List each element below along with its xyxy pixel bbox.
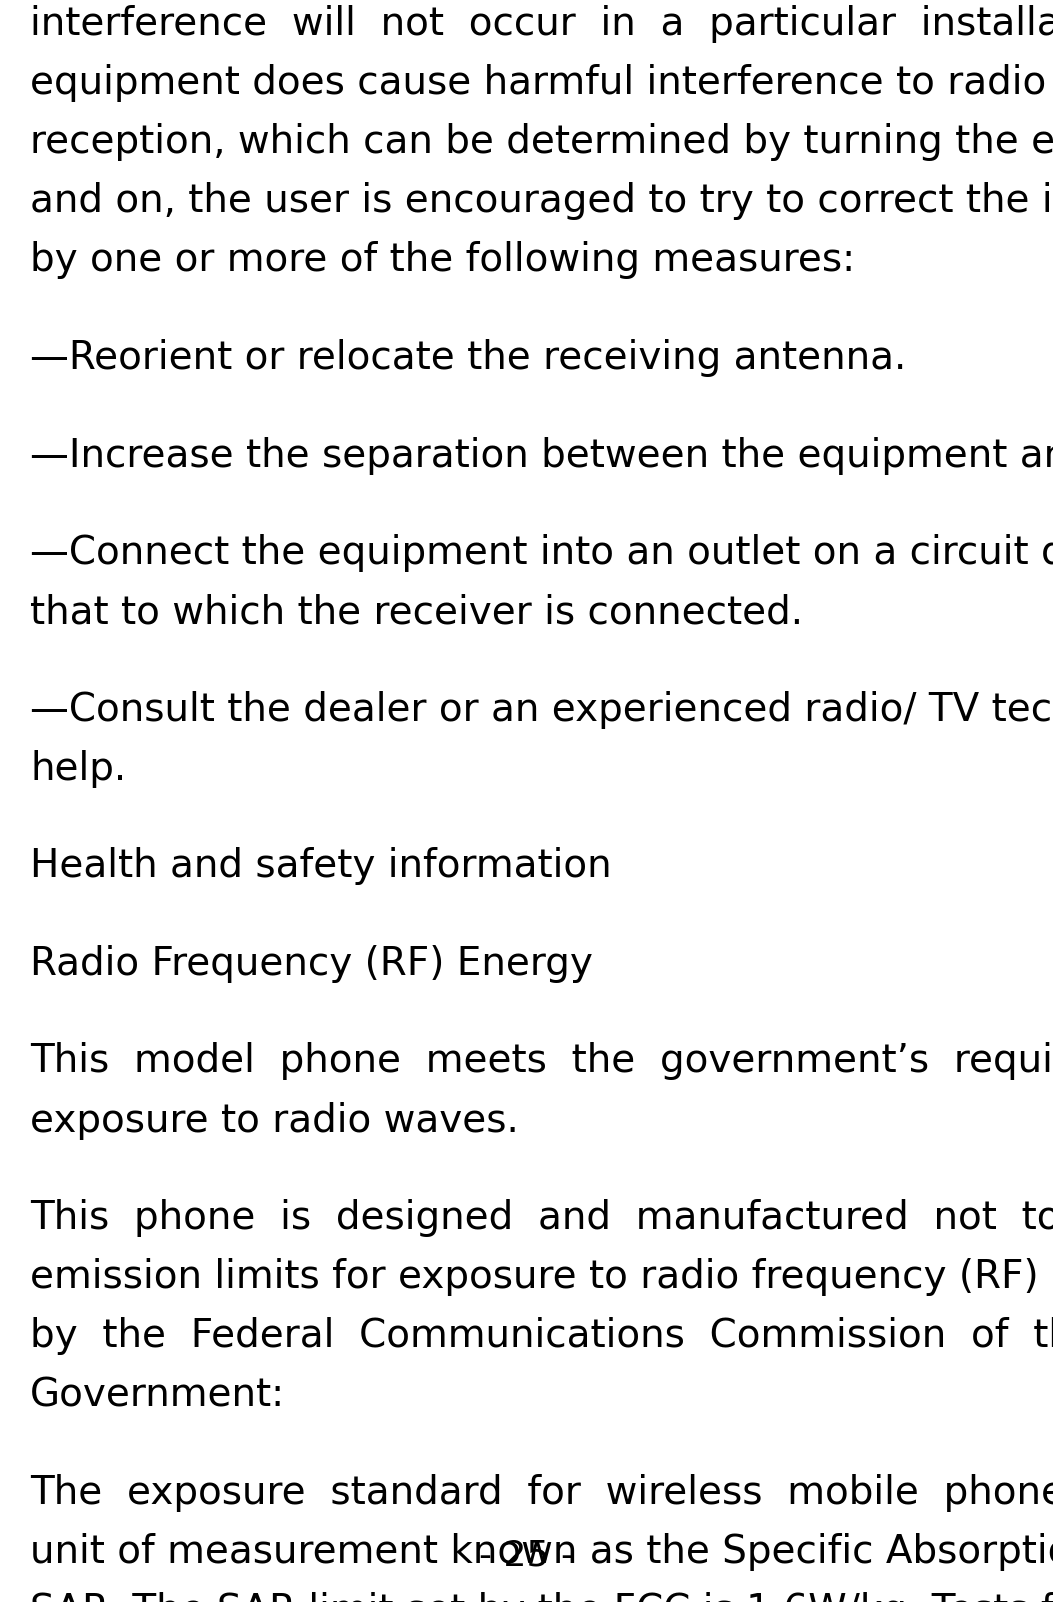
Text: reception, which can be determined by turning the equipment off: reception, which can be determined by tu… bbox=[29, 123, 1053, 162]
Text: interference  will  not  occur  in  a  particular  installation.  If  this: interference will not occur in a particu… bbox=[29, 5, 1053, 43]
Text: —Connect the equipment into an outlet on a circuit different from: —Connect the equipment into an outlet on… bbox=[29, 533, 1053, 572]
Text: Government:: Government: bbox=[29, 1376, 285, 1415]
Text: exposure to radio waves.: exposure to radio waves. bbox=[29, 1102, 519, 1139]
Text: equipment does cause harmful interference to radio or television: equipment does cause harmful interferenc… bbox=[29, 64, 1053, 103]
Text: and on, the user is encouraged to try to correct the interference: and on, the user is encouraged to try to… bbox=[29, 183, 1053, 221]
Text: Radio Frequency (RF) Energy: Radio Frequency (RF) Energy bbox=[29, 945, 593, 984]
Text: This  phone  is  designed  and  manufactured  not  to  exceed  the: This phone is designed and manufactured … bbox=[29, 1198, 1053, 1237]
Text: help.: help. bbox=[29, 750, 126, 788]
Text: This  model  phone  meets  the  government’s  requirements  for: This model phone meets the government’s … bbox=[29, 1043, 1053, 1080]
Text: by one or more of the following measures:: by one or more of the following measures… bbox=[29, 242, 855, 279]
Text: Health and safety information: Health and safety information bbox=[29, 847, 612, 886]
Text: —Consult the dealer or an experienced radio/ TV technician for: —Consult the dealer or an experienced ra… bbox=[29, 690, 1053, 729]
Text: by  the  Federal  Communications  Commission  of  the  U.S.: by the Federal Communications Commission… bbox=[29, 1317, 1053, 1355]
Text: The  exposure  standard  for  wireless  mobile  phones  employs  a: The exposure standard for wireless mobil… bbox=[29, 1474, 1053, 1512]
Text: - 25 -: - 25 - bbox=[479, 1538, 574, 1572]
Text: —Increase the separation between the equipment and receiver.: —Increase the separation between the equ… bbox=[29, 436, 1053, 474]
Text: SAR. The SAR limit set by the FCC is 1.6W/kg. Tests for SAR: SAR. The SAR limit set by the FCC is 1.6… bbox=[29, 1592, 1053, 1602]
Text: unit of measurement known as the Specific Absorption Rate, or: unit of measurement known as the Specifi… bbox=[29, 1533, 1053, 1572]
Text: —Reorient or relocate the receiving antenna.: —Reorient or relocate the receiving ante… bbox=[29, 340, 907, 376]
Text: emission limits for exposure to radio frequency (RF) energy set: emission limits for exposure to radio fr… bbox=[29, 1258, 1053, 1296]
Text: that to which the receiver is connected.: that to which the receiver is connected. bbox=[29, 593, 803, 631]
